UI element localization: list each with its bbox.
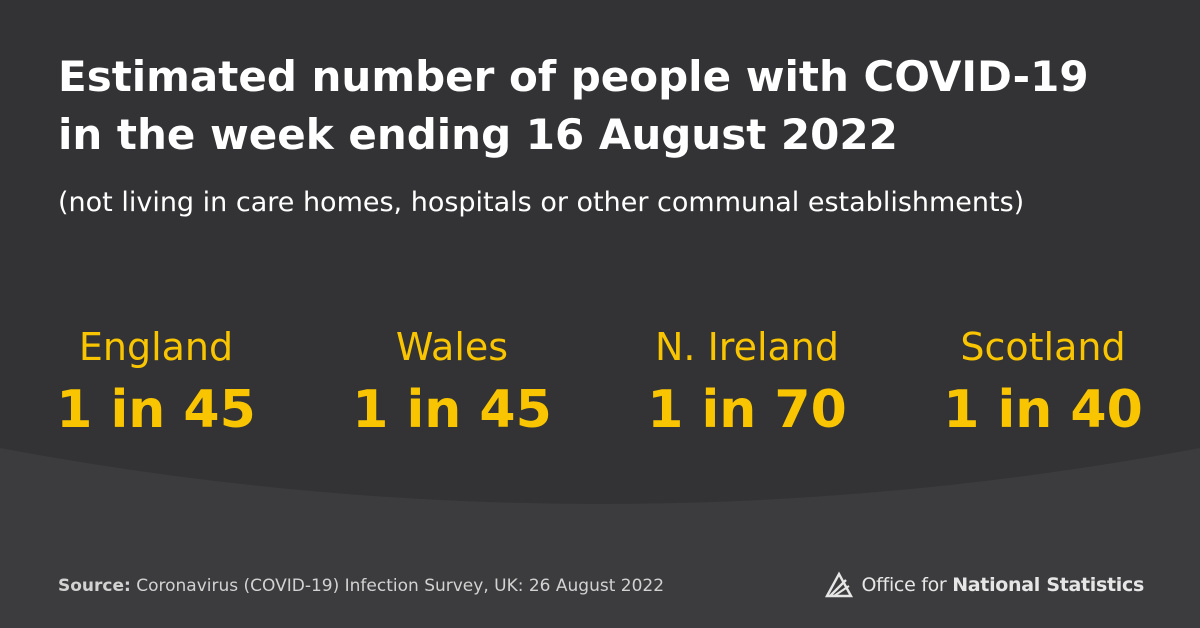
logo-text-regular: Office for xyxy=(861,574,947,596)
stat-region-label: Scotland xyxy=(960,325,1126,369)
stat-region-label: N. Ireland xyxy=(654,325,839,369)
source-text: Coronavirus (COVID-19) Infection Survey,… xyxy=(136,576,665,596)
page-title: Estimated number of people with COVID-19… xyxy=(58,48,1168,164)
logo-text-bold: National Statistics xyxy=(952,574,1144,596)
stat-n-ireland: N. Ireland 1 in 70 xyxy=(607,320,887,444)
title-line-2: in the week ending 16 August 2022 xyxy=(58,110,898,159)
source-label: Source: xyxy=(58,576,131,596)
subtitle: (not living in care homes, hospitals or … xyxy=(58,187,1025,218)
ons-logo-icon xyxy=(824,571,853,598)
source-note: Source: Coronavirus (COVID-19) Infection… xyxy=(58,574,664,598)
stat-value: 1 in 45 xyxy=(56,380,256,440)
stat-scotland: Scotland 1 in 40 xyxy=(903,320,1183,444)
stat-region-label: England xyxy=(78,325,234,369)
stat-wales: Wales 1 in 45 xyxy=(312,320,592,444)
stat-value: 1 in 40 xyxy=(943,380,1143,440)
stat-region-label: Wales xyxy=(395,325,509,369)
title-line-1: Estimated number of people with COVID-19 xyxy=(58,52,1089,101)
stat-value: 1 in 45 xyxy=(352,380,552,440)
region-stats: England 1 in 45 Wales 1 in 45 N. Ireland… xyxy=(0,320,1200,450)
stat-england: England 1 in 45 xyxy=(16,320,296,444)
stat-value: 1 in 70 xyxy=(647,380,847,440)
ons-logo-text: Office for National Statistics xyxy=(861,573,1145,597)
ons-logo: Office for National Statistics xyxy=(824,566,1144,604)
